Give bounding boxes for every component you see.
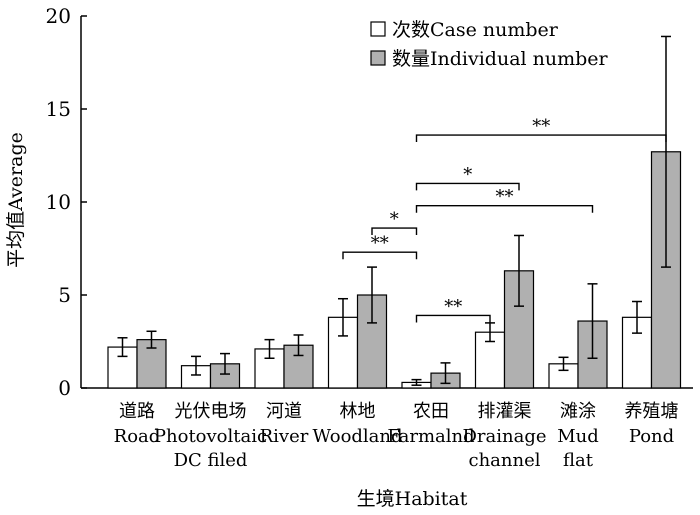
category-label-cn: 滩涂: [560, 401, 596, 422]
significance-label: **: [532, 116, 550, 137]
significance-label: **: [444, 296, 462, 317]
category-label-cn: 养殖塘: [625, 400, 679, 422]
significance-label: *: [390, 209, 399, 230]
significance-bracket: [415, 182, 520, 191]
legend-label: 数量Individual number: [392, 48, 609, 70]
x-axis-title: 生境Habitat: [357, 488, 468, 510]
category-label-cn: 河道: [266, 401, 302, 422]
category-label-en: flat: [563, 450, 594, 471]
y-tick-label: 15: [46, 97, 71, 121]
category-label-en: River: [260, 426, 309, 447]
category-label-en: Farmalnd: [387, 426, 474, 447]
category-label-en: Road: [114, 426, 161, 447]
category-label-en: channel: [469, 450, 541, 471]
significance-brackets: **********: [342, 116, 667, 323]
significance-bracket: [415, 134, 667, 143]
category-labels: 道路 Road 光伏电场 Photovoltaic DC filed 河道 River 林地 W…: [114, 400, 679, 471]
y-tick-label: 0: [58, 376, 71, 400]
category-label-en: Photovoltaic: [154, 426, 267, 447]
category-label-cn: 排灌渠: [478, 401, 532, 422]
significance-label: **: [371, 233, 389, 254]
significance-bracket: [415, 314, 491, 323]
category-label-cn: 林地: [340, 401, 376, 422]
category-label-cn: 农田: [413, 401, 449, 422]
category-label-en: Woodland: [312, 426, 402, 447]
y-tick-label: 5: [58, 283, 71, 307]
y-axis-title: 平均值Average: [5, 132, 27, 268]
category-label-en: Drainage: [462, 426, 546, 447]
y-tick-label: 10: [46, 190, 71, 214]
significance-label: **: [496, 187, 514, 208]
legend-swatch: [370, 50, 386, 66]
y-tick-label: 20: [46, 4, 71, 28]
error-bars: [117, 35, 671, 386]
legend: 次数Case number 数量Individual number: [370, 19, 609, 70]
category-label-cn: 道路: [119, 401, 155, 422]
category-label-en: Mud: [557, 426, 599, 447]
significance-bracket: [371, 227, 418, 236]
category-label-cn: 光伏电场: [175, 401, 247, 422]
significance-bracket: [415, 205, 594, 213]
legend-label: 次数Case number: [392, 19, 559, 41]
category-label-en: DC filed: [174, 450, 248, 471]
significance-bracket: [342, 251, 418, 260]
category-label-en: Pond: [629, 426, 674, 447]
legend-swatch: [370, 21, 386, 37]
significance-label: *: [463, 164, 472, 185]
bars: [107, 151, 682, 389]
